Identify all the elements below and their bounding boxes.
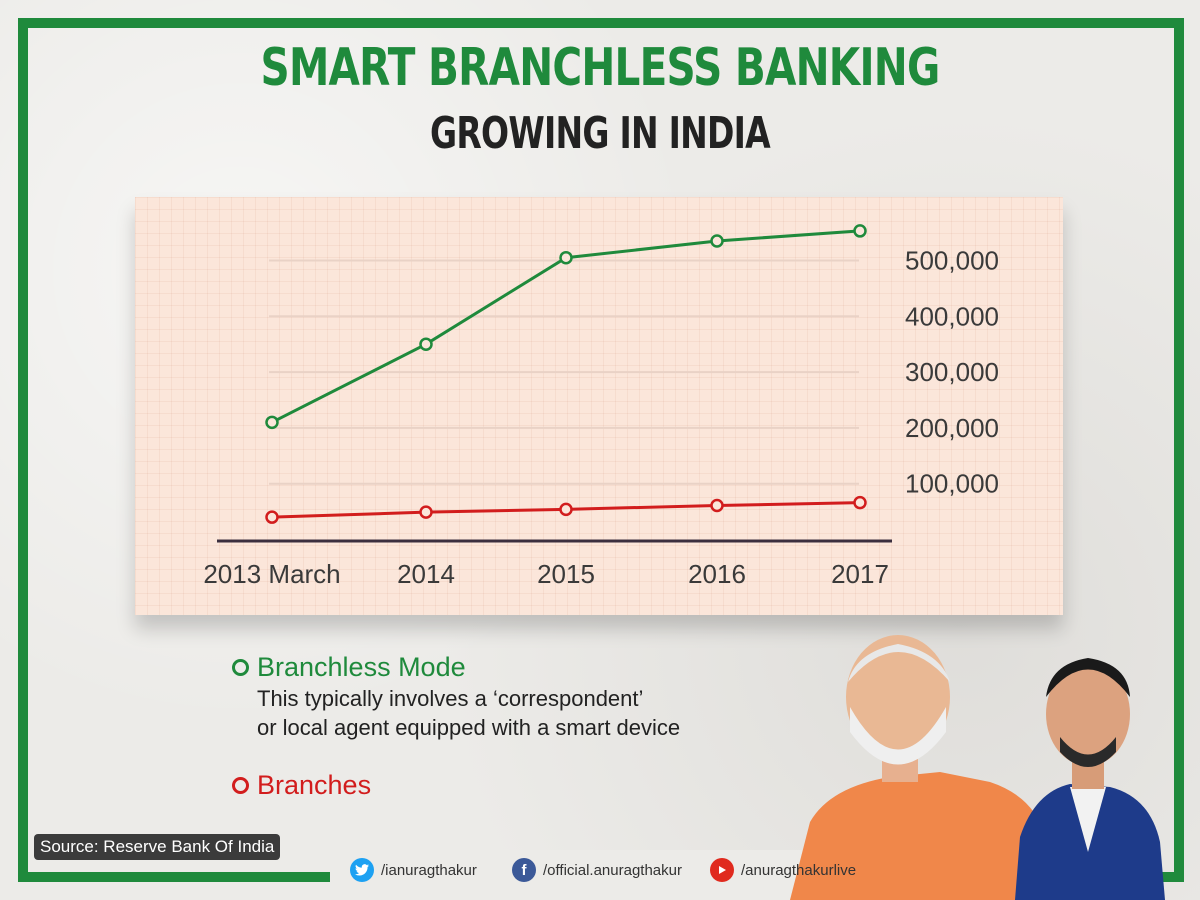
x-tick-label: 2013 March [203, 559, 340, 589]
y-tick-label: 200,000 [905, 413, 999, 443]
data-point [419, 505, 433, 519]
x-tick-label: 2015 [537, 559, 595, 589]
page-subtitle: GROWING IN INDIA [430, 108, 771, 159]
y-tick-label: 300,000 [905, 357, 999, 387]
chart-panel: 500,000 400,000 300,000 200,000 100,000 2013 … [135, 197, 1063, 615]
green-circle-icon [232, 659, 249, 676]
legend-item-branchless: Branchless Mode [232, 652, 792, 683]
social-facebook[interactable]: f /official.anuragthakur [512, 858, 682, 882]
frame-gap [330, 850, 870, 900]
youtube-handle: /anuragthakurlive [741, 861, 857, 879]
page-title: SMART BRANCHLESS BANKING [260, 38, 941, 98]
line-chart: 500,000 400,000 300,000 200,000 100,000 2013 … [203, 224, 999, 589]
data-point [853, 224, 867, 238]
data-point [853, 495, 867, 510]
legend-description: This typically involves a ‘correspondent… [257, 685, 792, 742]
legend-label-branchless: Branchless Mode [257, 652, 466, 682]
y-tick-label: 100,000 [905, 469, 999, 499]
twitter-handle: /ianuragthakur [381, 861, 477, 879]
youtube-icon [710, 858, 734, 882]
data-point [559, 502, 573, 517]
social-youtube[interactable]: /anuragthakurlive [710, 858, 856, 882]
legend-desc-line1: This typically involves a ‘correspondent… [257, 686, 644, 711]
y-tick-label: 400,000 [905, 301, 999, 331]
facebook-handle: /official.anuragthakur [543, 861, 682, 879]
data-point [710, 234, 724, 248]
y-tick-label: 500,000 [905, 246, 999, 276]
legend-desc-line2: or local agent equipped with a smart dev… [257, 714, 681, 740]
data-point [710, 498, 724, 513]
data-point [419, 337, 433, 351]
x-tick-label: 2016 [688, 559, 746, 589]
facebook-icon: f [512, 858, 536, 882]
legend-label-branches: Branches [257, 770, 372, 801]
x-tick-label: 2014 [397, 559, 455, 589]
social-twitter[interactable]: /ianuragthakur [350, 858, 477, 882]
data-point [265, 510, 279, 524]
portrait-illustration [790, 635, 1165, 900]
legend: Branchless Mode This typically involves … [232, 652, 792, 801]
source-note: Source: Reserve Bank Of India [34, 834, 281, 860]
data-point [265, 415, 279, 430]
red-circle-icon [232, 777, 249, 795]
x-tick-label: 2017 [831, 559, 889, 589]
legend-item-branches: Branches [232, 770, 792, 801]
twitter-icon [350, 858, 374, 882]
data-point [559, 250, 573, 265]
